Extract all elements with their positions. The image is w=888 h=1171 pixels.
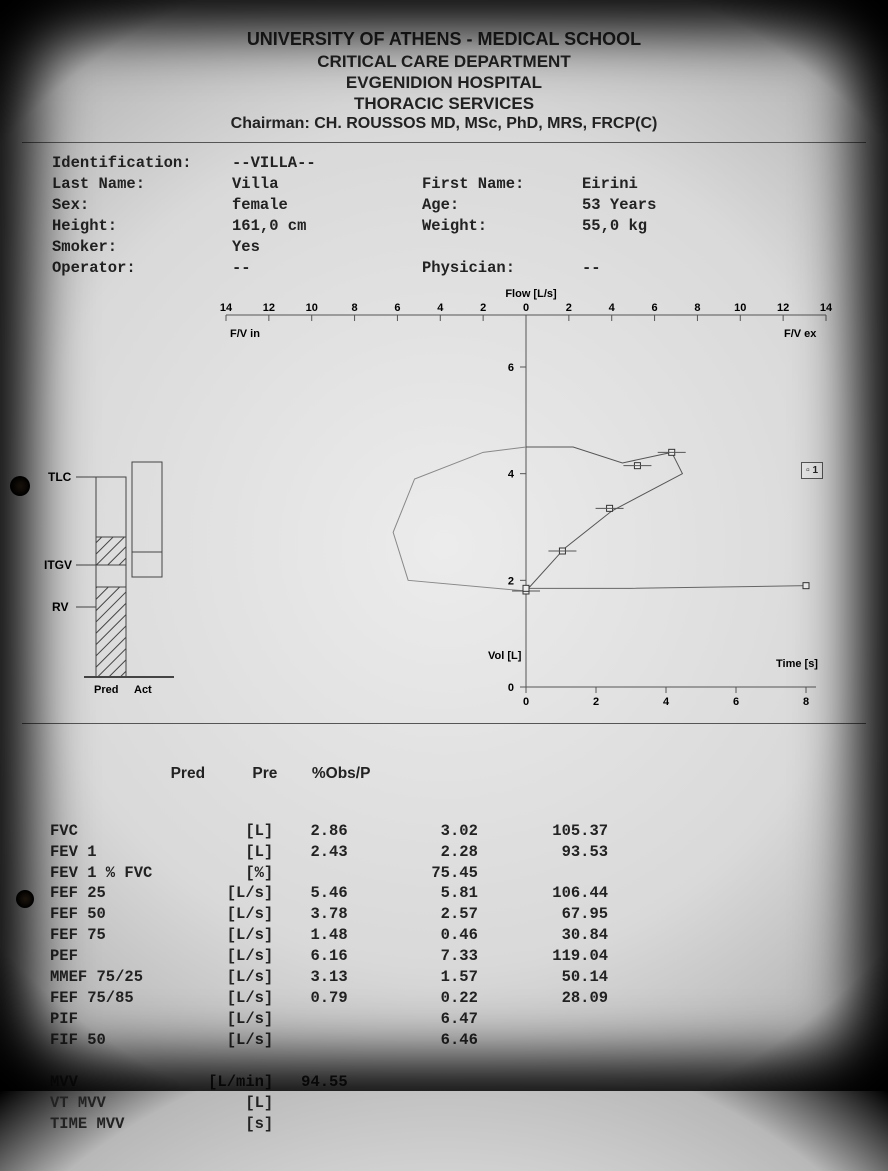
svg-text:RV: RV — [52, 600, 68, 614]
value-smoker: Yes — [232, 237, 382, 258]
value-identification: --VILLA-- — [232, 153, 382, 174]
result-row: FEF 75 [L/s] 1.48 0.46 30.84 — [50, 925, 856, 946]
patient-info: Identification: Last Name: Sex: Height: … — [52, 153, 856, 279]
label-identification: Identification: — [52, 153, 222, 174]
result-row: MVV [L/min] 94.55 — [50, 1072, 856, 1093]
svg-text:Flow [L/s]: Flow [L/s] — [505, 288, 557, 300]
punch-hole-icon — [10, 476, 30, 496]
svg-text:F/V in: F/V in — [230, 328, 260, 340]
svg-text:12: 12 — [777, 302, 789, 314]
punch-hole-icon — [16, 890, 34, 908]
result-row: FEF 50 [L/s] 3.78 2.57 67.95 — [50, 904, 856, 925]
header-line-3: EVGENIDION HOSPITAL — [32, 72, 856, 93]
label-age: Age: — [422, 195, 572, 216]
label-operator: Operator: — [52, 258, 222, 279]
label-first-name: First Name: — [422, 174, 572, 195]
result-row: FEF 75/85 [L/s] 0.79 0.22 28.09 — [50, 988, 856, 1009]
value-first-name: Eirini — [582, 174, 702, 195]
graph-legend: 1 — [801, 462, 823, 479]
header-line-2: CRITICAL CARE DEPARTMENT — [32, 51, 856, 72]
svg-text:ITGV: ITGV — [44, 558, 72, 572]
value-operator: -- — [232, 258, 382, 279]
svg-text:12: 12 — [263, 302, 275, 314]
svg-text:F/V ex: F/V ex — [784, 328, 817, 340]
svg-text:4: 4 — [663, 696, 670, 708]
svg-text:10: 10 — [306, 302, 318, 314]
label-sex: Sex: — [52, 195, 222, 216]
header-line-1: UNIVERSITY OF ATHENS - MEDICAL SCHOOL — [32, 28, 856, 51]
svg-text:4: 4 — [437, 302, 444, 314]
svg-text:2: 2 — [480, 302, 486, 314]
result-row: TIME MVV [s] — [50, 1114, 856, 1135]
value-age: 53 Years — [582, 195, 702, 216]
svg-text:6: 6 — [733, 696, 739, 708]
result-row: PEF [L/s] 6.16 7.33 119.04 — [50, 946, 856, 967]
svg-text:8: 8 — [352, 302, 358, 314]
svg-text:8: 8 — [803, 696, 809, 708]
result-row: FVC [L] 2.86 3.02 105.37 — [50, 821, 856, 842]
label-physician: Physician: — [422, 258, 572, 279]
svg-text:10: 10 — [734, 302, 746, 314]
lung-svg: TLC ITGV RV Pred Act — [34, 457, 214, 707]
result-row — [50, 1051, 856, 1072]
results-table: Pred Pre %Obs/P FVC [L] 2.86 3.02 105.37… — [50, 728, 856, 1171]
value-physician: -- — [582, 258, 702, 279]
svg-text:Vol [L]: Vol [L] — [488, 650, 522, 662]
result-row: VT MVV [L] — [50, 1093, 856, 1114]
result-row: FEV 1 % FVC [%] 75.45 — [50, 863, 856, 884]
value-sex: female — [232, 195, 382, 216]
result-row: FEF 25 [L/s] 5.46 5.81 106.44 — [50, 883, 856, 904]
header-line-4: THORACIC SERVICES — [32, 93, 856, 114]
charts-area: TLC ITGV RV Pred Act Flow [L/s] 14121086… — [32, 287, 856, 717]
svg-text:6: 6 — [652, 302, 658, 314]
svg-text:4: 4 — [609, 302, 616, 314]
svg-text:8: 8 — [694, 302, 700, 314]
svg-text:TLC: TLC — [48, 470, 72, 484]
result-row: FIF 50 [L/s] 6.46 — [50, 1030, 856, 1051]
svg-text:4: 4 — [508, 468, 515, 480]
svg-text:0: 0 — [523, 696, 529, 708]
flow-volume-svg: Flow [L/s] 141210864202468101214 F/V in … — [216, 287, 856, 717]
result-row: MMEF 75/25 [L/s] 3.13 1.57 50.14 — [50, 967, 856, 988]
svg-text:0: 0 — [508, 682, 514, 694]
label-weight: Weight: — [422, 216, 572, 237]
svg-text:Act: Act — [134, 684, 152, 696]
flow-volume-graph: Flow [L/s] 141210864202468101214 F/V in … — [216, 287, 856, 722]
svg-text:2: 2 — [566, 302, 572, 314]
svg-text:6: 6 — [394, 302, 400, 314]
svg-text:14: 14 — [820, 302, 833, 314]
header-line-5: Chairman: CH. ROUSSOS MD, MSc, PhD, MRS,… — [32, 114, 856, 134]
svg-text:Time [s]: Time [s] — [776, 658, 818, 670]
label-height: Height: — [52, 216, 222, 237]
svg-text:0: 0 — [523, 302, 529, 314]
result-row: FEV 1 [L] 2.43 2.28 93.53 — [50, 842, 856, 863]
svg-text:6: 6 — [508, 362, 514, 374]
lung-volume-diagram: TLC ITGV RV Pred Act — [32, 457, 216, 712]
label-last-name: Last Name: — [52, 174, 222, 195]
svg-text:2: 2 — [593, 696, 599, 708]
spirometry-report: UNIVERSITY OF ATHENS - MEDICAL SCHOOL CR… — [32, 28, 856, 1171]
value-weight: 55,0 kg — [582, 216, 702, 237]
results-header: Pred Pre %Obs/P — [50, 764, 856, 785]
value-height: 161,0 cm — [232, 216, 382, 237]
svg-text:2: 2 — [508, 575, 514, 587]
report-header: UNIVERSITY OF ATHENS - MEDICAL SCHOOL CR… — [32, 28, 856, 134]
value-last-name: Villa — [232, 174, 382, 195]
result-row: PIF [L/s] 6.47 — [50, 1009, 856, 1030]
svg-text:14: 14 — [220, 302, 233, 314]
label-smoker: Smoker: — [52, 237, 222, 258]
svg-text:Pred: Pred — [94, 684, 118, 696]
